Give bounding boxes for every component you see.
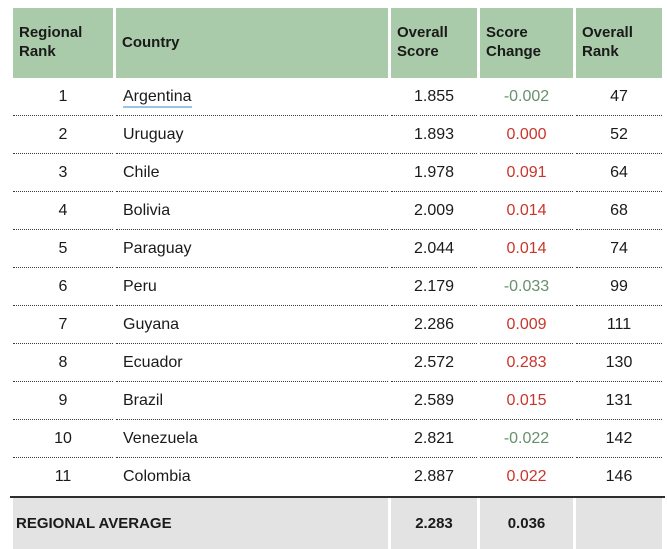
score-change-cell: -0.022: [480, 420, 573, 458]
country-cell: Guyana: [116, 306, 388, 344]
country-cell: Argentina: [116, 78, 388, 116]
country-cell: Peru: [116, 268, 388, 306]
country-label: Peru: [123, 277, 157, 295]
overall-score-cell: 2.887: [391, 458, 477, 496]
score-change-cell: 0.014: [480, 192, 573, 230]
score-change-cell: 0.000: [480, 116, 573, 154]
rankings-table: Regional Rank Country Overall Score Scor…: [10, 8, 665, 496]
country-label: Chile: [123, 163, 160, 181]
country-cell: Chile: [116, 154, 388, 192]
score-change-cell: 0.014: [480, 230, 573, 268]
score-change-cell: 0.022: [480, 458, 573, 496]
country-cell: Colombia: [116, 458, 388, 496]
table-row: 6 Peru 2.179 -0.033 99: [13, 268, 662, 306]
country-label: Venezuela: [123, 429, 198, 447]
country-label: Brazil: [123, 391, 164, 409]
table-row: 2 Uruguay 1.893 0.000 52: [13, 116, 662, 154]
overall-rank-cell: 146: [576, 458, 662, 496]
footer-score-change: 0.036: [480, 498, 573, 549]
country-link[interactable]: Argentina: [123, 87, 192, 108]
overall-rank-cell: 142: [576, 420, 662, 458]
table-row: 7 Guyana 2.286 0.009 111: [13, 306, 662, 344]
table-row: 1 Argentina 1.855 -0.002 47: [13, 78, 662, 116]
country-cell: Venezuela: [116, 420, 388, 458]
table-row: 5 Paraguay 2.044 0.014 74: [13, 230, 662, 268]
overall-rank-cell: 64: [576, 154, 662, 192]
overall-score-cell: 2.044: [391, 230, 477, 268]
country-cell: Paraguay: [116, 230, 388, 268]
regional-rank-cell: 8: [13, 344, 113, 382]
overall-score-cell: 2.589: [391, 382, 477, 420]
regional-rank-cell: 2: [13, 116, 113, 154]
regional-rank-cell: 5: [13, 230, 113, 268]
table-row: 3 Chile 1.978 0.091 64: [13, 154, 662, 192]
country-cell: Bolivia: [116, 192, 388, 230]
header-row: Regional Rank Country Overall Score Scor…: [13, 8, 662, 78]
overall-rank-cell: 74: [576, 230, 662, 268]
overall-score-cell: 2.286: [391, 306, 477, 344]
score-change-cell: 0.009: [480, 306, 573, 344]
country-label: Ecuador: [123, 353, 183, 371]
regional-rank-cell: 6: [13, 268, 113, 306]
overall-rank-cell: 47: [576, 78, 662, 116]
overall-rank-cell: 99: [576, 268, 662, 306]
table-row: 10 Venezuela 2.821 -0.022 142: [13, 420, 662, 458]
table-row: 8 Ecuador 2.572 0.283 130: [13, 344, 662, 382]
regional-rank-cell: 9: [13, 382, 113, 420]
footer-overall-score: 2.283: [391, 498, 477, 549]
regional-rank-cell: 10: [13, 420, 113, 458]
regional-rank-cell: 4: [13, 192, 113, 230]
country-label: Guyana: [123, 315, 180, 333]
score-change-cell: 0.091: [480, 154, 573, 192]
overall-score-cell: 2.572: [391, 344, 477, 382]
overall-rank-cell: 130: [576, 344, 662, 382]
score-change-cell: -0.033: [480, 268, 573, 306]
footer-overall-rank: [576, 498, 662, 549]
country-cell: Brazil: [116, 382, 388, 420]
header-overall-rank: Overall Rank: [576, 8, 662, 78]
overall-score-cell: 1.893: [391, 116, 477, 154]
overall-rank-cell: 131: [576, 382, 662, 420]
table-row: 9 Brazil 2.589 0.015 131: [13, 382, 662, 420]
overall-score-cell: 1.855: [391, 78, 477, 116]
header-country: Country: [116, 8, 388, 78]
country-label: Uruguay: [123, 125, 184, 143]
overall-score-cell: 1.978: [391, 154, 477, 192]
table-row: 4 Bolivia 2.009 0.014 68: [13, 192, 662, 230]
overall-rank-cell: 52: [576, 116, 662, 154]
score-change-cell: -0.002: [480, 78, 573, 116]
overall-score-cell: 2.179: [391, 268, 477, 306]
country-cell: Ecuador: [116, 344, 388, 382]
overall-score-cell: 2.009: [391, 192, 477, 230]
overall-rank-cell: 68: [576, 192, 662, 230]
footer-row: REGIONAL AVERAGE 2.283 0.036: [10, 496, 665, 549]
country-label: Paraguay: [123, 239, 192, 257]
score-change-cell: 0.015: [480, 382, 573, 420]
header-overall-score: Overall Score: [391, 8, 477, 78]
score-change-cell: 0.283: [480, 344, 573, 382]
overall-score-cell: 2.821: [391, 420, 477, 458]
country-label: Colombia: [123, 468, 191, 485]
country-cell: Uruguay: [116, 116, 388, 154]
regional-rank-cell: 11: [13, 458, 113, 496]
regional-rank-cell: 3: [13, 154, 113, 192]
country-label: Bolivia: [123, 201, 171, 219]
overall-rank-cell: 111: [576, 306, 662, 344]
table-row: 11 Colombia 2.887 0.022 146: [13, 458, 662, 496]
header-score-change: Score Change: [480, 8, 573, 78]
footer-label: REGIONAL AVERAGE: [13, 498, 388, 549]
regional-rank-cell: 7: [13, 306, 113, 344]
regional-rank-cell: 1: [13, 78, 113, 116]
header-regional-rank: Regional Rank: [13, 8, 113, 78]
